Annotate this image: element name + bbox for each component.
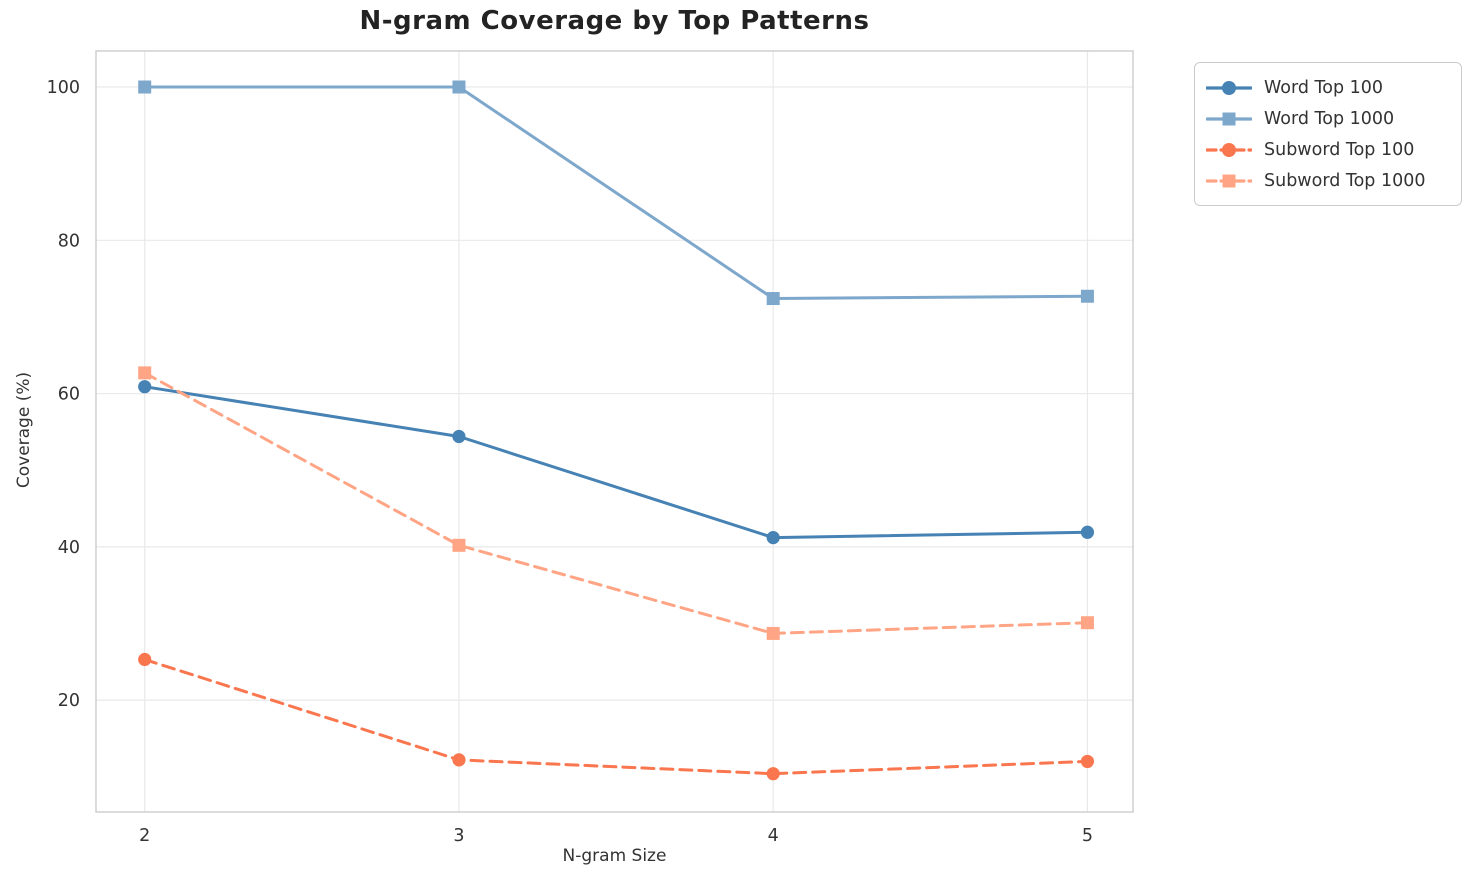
legend-item-subword-top-1000: Subword Top 1000 (1206, 165, 1449, 196)
legend-label-word-top-1000: Word Top 1000 (1264, 108, 1395, 129)
circle-marker-icon (1222, 142, 1236, 157)
marker-subword-top-100-x5 (1080, 754, 1095, 769)
legend-sample-subword-top-1000 (1206, 174, 1252, 187)
marker-word-top-100-x2 (138, 380, 152, 394)
square-marker-icon (1222, 174, 1236, 187)
y-tick-label-60: 60 (58, 385, 80, 405)
marker-subword-top-1000-x3 (452, 538, 466, 552)
series-subword-top-1000 (138, 366, 1094, 640)
tick-labels: 2 3 4 5 20 40 60 80 100 (47, 78, 1093, 846)
legend-label-subword-top-1000: Subword Top 1000 (1264, 170, 1426, 191)
marker-subword-top-1000-x4 (766, 626, 780, 640)
square-marker-icon (1222, 112, 1236, 125)
marker-word-top-100-x4 (766, 531, 780, 545)
y-tick-label-40: 40 (58, 538, 80, 558)
marker-word-top-1000-x3 (452, 80, 466, 94)
x-tick-label-4: 4 (768, 826, 779, 846)
marker-word-top-1000-x2 (138, 80, 152, 94)
x-tick-label-5: 5 (1082, 826, 1093, 846)
marker-subword-top-1000-x5 (1080, 616, 1094, 630)
legend-label-subword-top-100: Subword Top 100 (1264, 139, 1415, 160)
legend-item-subword-top-100: Subword Top 100 (1206, 134, 1449, 165)
series-subword-top-100 (138, 652, 1095, 781)
gridlines (96, 51, 1133, 812)
marker-subword-top-100-x3 (452, 753, 466, 767)
y-tick-label-20: 20 (58, 691, 80, 711)
y-tick-label-100: 100 (47, 78, 80, 98)
marker-word-top-1000-x4 (766, 292, 780, 306)
legend-sample-subword-top-100 (1206, 142, 1252, 157)
legend-item-word-top-100: Word Top 100 (1206, 72, 1449, 103)
axes-spines (95, 50, 1134, 813)
x-axis-label: N-gram Size (562, 846, 667, 866)
series-line-word-top-100 (143, 385, 1089, 540)
legend-item-word-top-1000: Word Top 1000 (1206, 103, 1449, 134)
marker-subword-top-1000-x2 (138, 366, 152, 380)
x-tick-label-2: 2 (139, 826, 150, 846)
series-line-subword-top-1000 (143, 371, 1089, 635)
circle-marker-icon (1222, 80, 1236, 95)
legend-sample-word-top-100 (1206, 80, 1252, 95)
chart-title: N-gram Coverage by Top Patterns (359, 6, 870, 36)
marker-subword-top-100-x2 (138, 652, 152, 667)
marker-word-top-100-x5 (1080, 525, 1095, 539)
y-axis-label: Coverage (%) (14, 371, 34, 489)
series-word-top-1000 (138, 80, 1094, 306)
marker-subword-top-100-x4 (766, 767, 780, 781)
legend: Word Top 100 Word Top 1000 Subword Top 100… (1194, 62, 1462, 206)
series-line-word-top-1000 (143, 85, 1089, 300)
series-word-top-100 (138, 380, 1095, 545)
legend-sample-word-top-1000 (1206, 112, 1252, 125)
marker-word-top-1000-x5 (1080, 289, 1094, 303)
x-tick-label-3: 3 (453, 826, 464, 846)
legend-label-word-top-100: Word Top 100 (1264, 77, 1384, 98)
marker-word-top-100-x3 (452, 429, 466, 444)
y-tick-label-80: 80 (58, 231, 80, 251)
series-line-subword-top-100 (143, 658, 1089, 776)
